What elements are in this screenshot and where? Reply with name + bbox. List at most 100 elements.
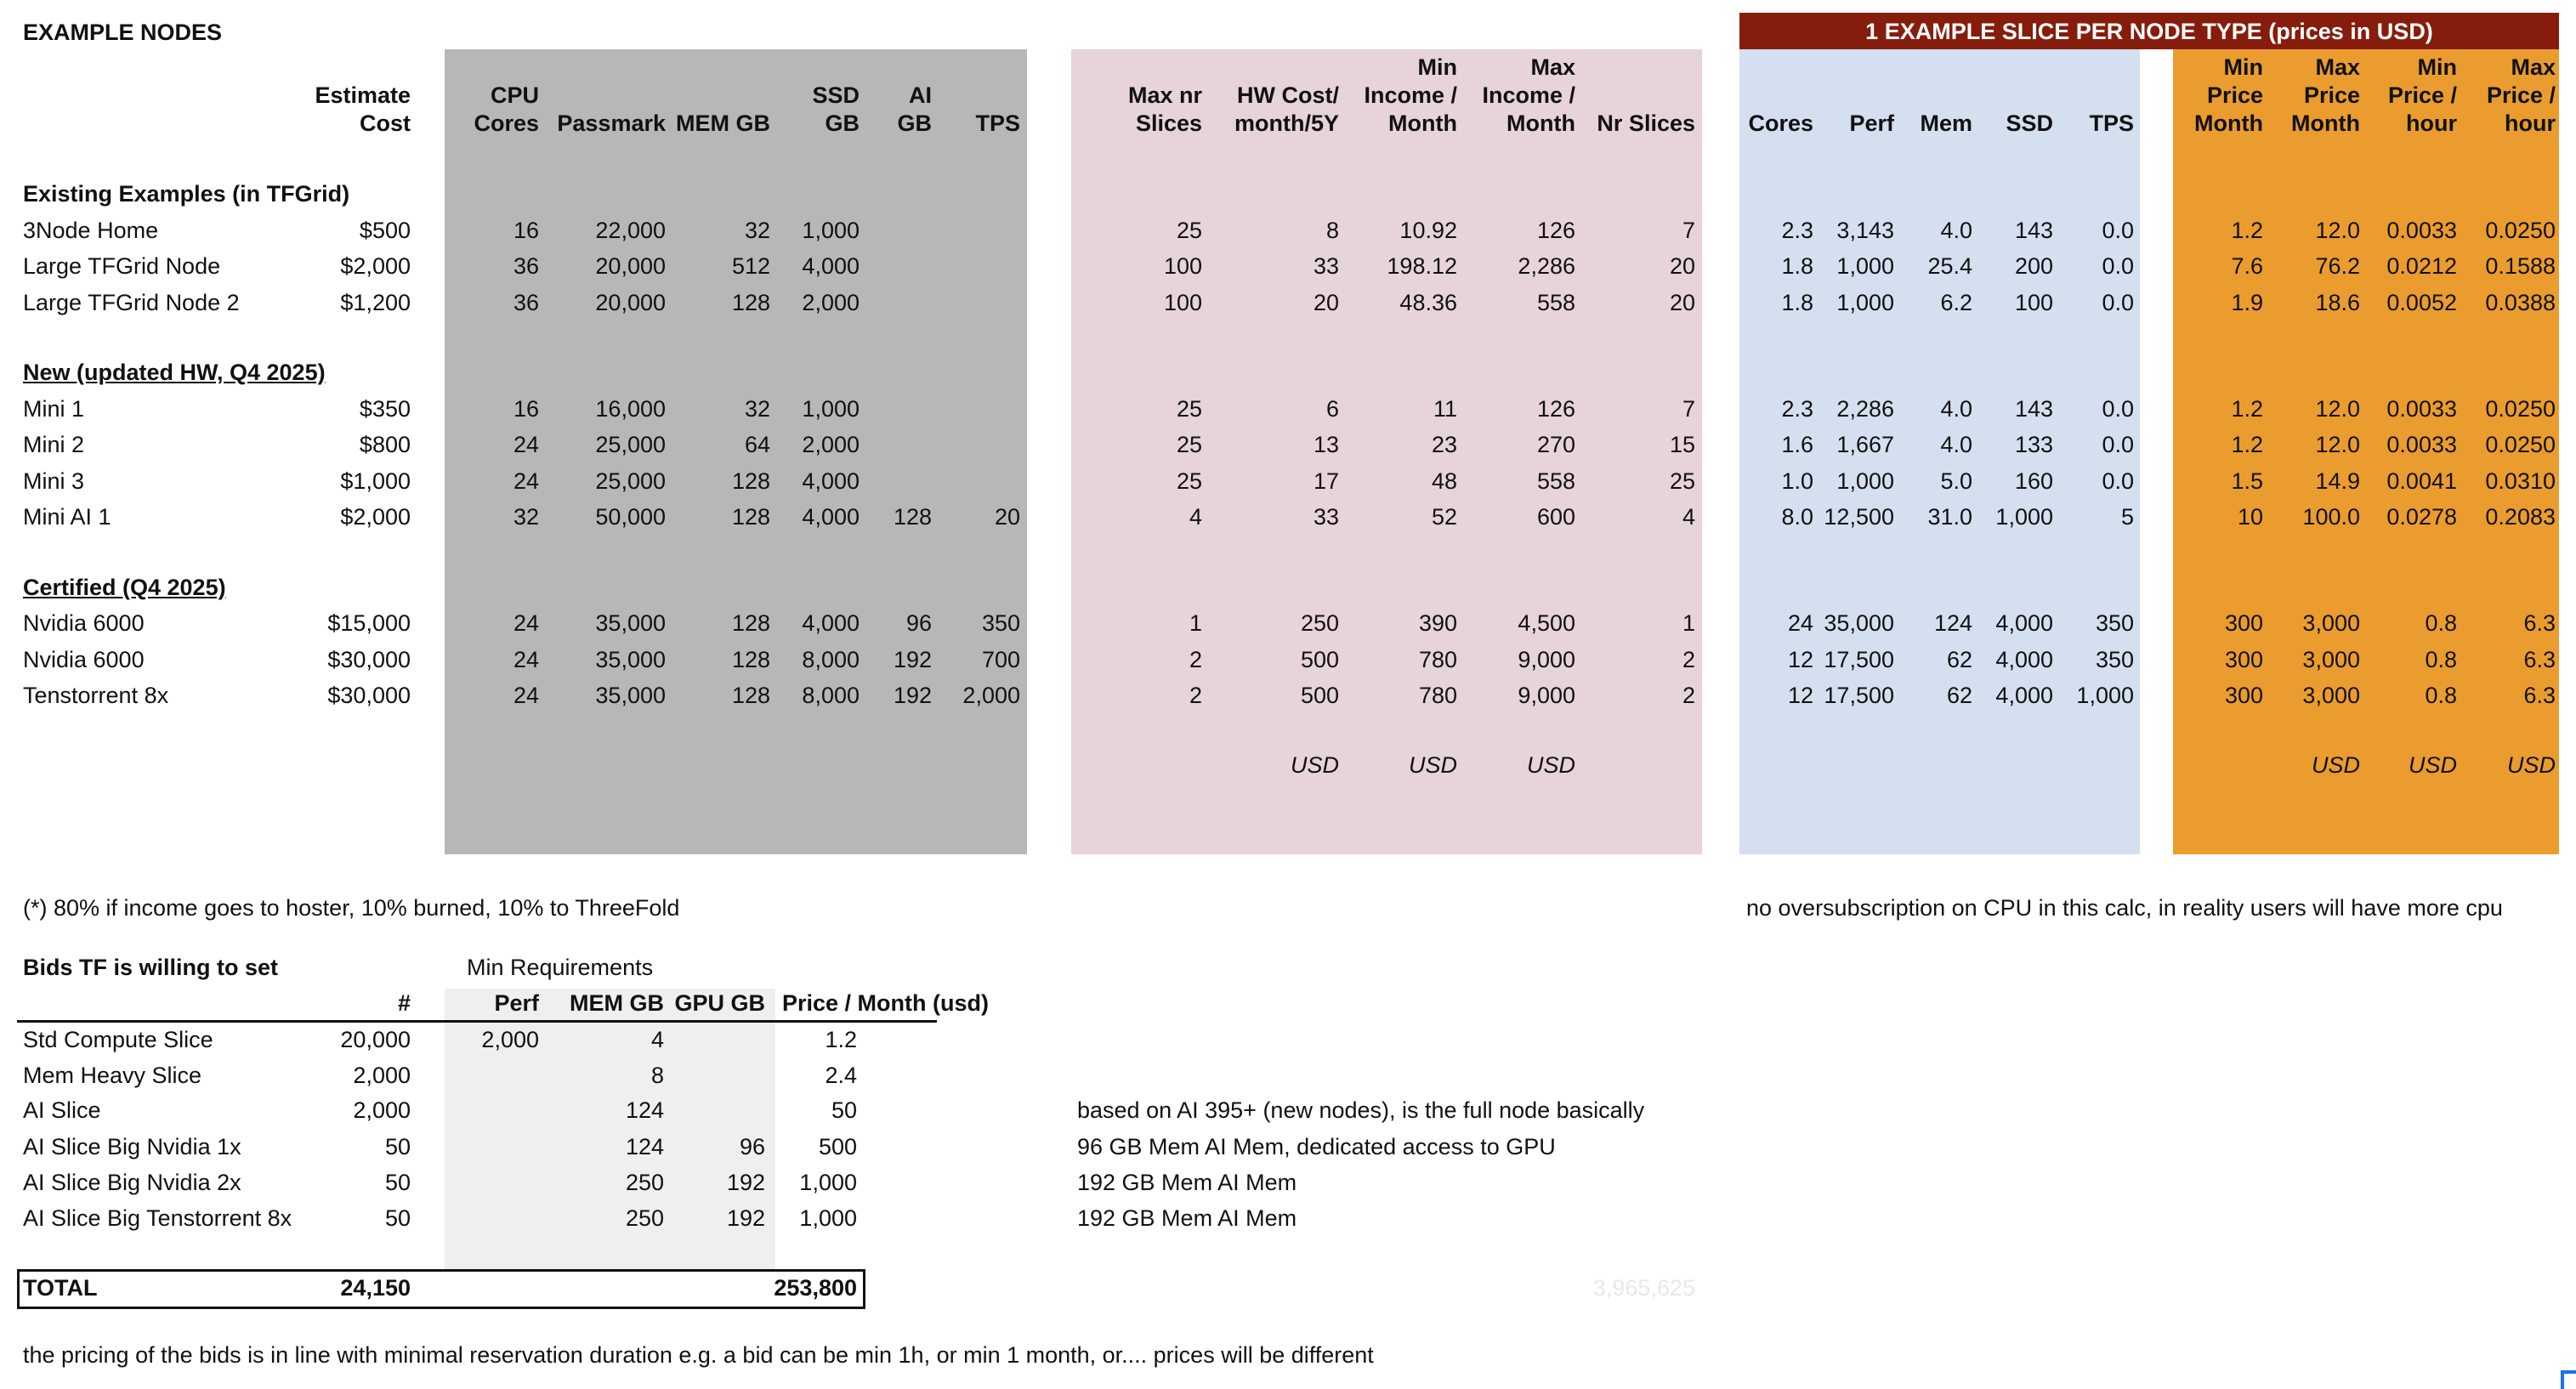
table-cell: 0.2083 — [2485, 504, 2556, 530]
table-cell: 31.0 — [1927, 504, 1972, 530]
table-cell: 143 — [2014, 217, 2053, 243]
column-header: Month — [1388, 111, 1457, 136]
slice-banner-title: 1 EXAMPLE SLICE PER NODE TYPE (prices in… — [1865, 19, 2433, 44]
table-cell: 128 — [731, 683, 770, 708]
table-cell: 4,000 — [1995, 646, 2053, 672]
table-cell: 0.0052 — [2386, 289, 2457, 315]
bids-title: Bids TF is willing to set — [23, 955, 279, 980]
node-name: Nvidia 6000 — [23, 646, 145, 672]
column-header: Price / — [2486, 82, 2556, 108]
bid-name: AI Slice Big Nvidia 1x — [23, 1134, 241, 1159]
column-header: Price — [2206, 82, 2263, 108]
table-cell: 1.2 — [2231, 395, 2263, 422]
table-cell: 12 — [1787, 646, 1813, 672]
table-cell: 35,000 — [595, 646, 666, 672]
table-cell: 6.2 — [1940, 289, 1972, 315]
table-cell: 143 — [2014, 395, 2053, 422]
table-cell: 7 — [1682, 395, 1695, 422]
column-header: Slices — [1135, 111, 1202, 136]
table-cell: 14.9 — [2315, 468, 2360, 494]
table-cell: $1,000 — [340, 468, 411, 494]
bid-name: Mem Heavy Slice — [23, 1063, 202, 1088]
table-cell: 1,000 — [802, 217, 860, 243]
column-header: Cores — [1748, 111, 1813, 136]
section-title: New (updated HW, Q4 2025) — [23, 360, 326, 385]
column-header: Perf — [1849, 111, 1894, 136]
table-cell: $500 — [359, 217, 411, 243]
table-cell: 0.0250 — [2485, 432, 2556, 457]
table-cell: 48.36 — [1399, 289, 1457, 315]
node-name: Nvidia 6000 — [23, 610, 145, 636]
table-cell: 0.0278 — [2386, 504, 2457, 530]
table-cell: 4,000 — [802, 610, 860, 636]
table-cell: 1,000 — [2076, 683, 2134, 708]
table-cell: 11 — [1433, 395, 1457, 422]
bid-cell: 124 — [625, 1134, 664, 1159]
table-cell: 1.8 — [1781, 253, 1813, 279]
node-name: Tenstorrent 8x — [23, 683, 169, 708]
table-cell: 2,286 — [1836, 395, 1894, 422]
table-cell: 12.0 — [2315, 217, 2360, 243]
table-cell: 1 — [1189, 610, 1202, 636]
table-cell: 17,500 — [1824, 646, 1894, 672]
table-cell: 0.0033 — [2386, 395, 2457, 422]
table-cell: 500 — [1300, 683, 1339, 708]
column-header: Price / — [2387, 82, 2457, 108]
bid-cell: 192 — [726, 1205, 765, 1231]
table-cell: 0.0 — [2102, 468, 2134, 494]
table-cell: 100 — [1163, 253, 1202, 279]
bid-cell: 2,000 — [353, 1063, 411, 1088]
total-label: TOTAL — [23, 1275, 98, 1301]
table-cell: 558 — [1536, 289, 1575, 315]
column-header: Cores — [474, 111, 539, 136]
section-title: Certified (Q4 2025) — [23, 574, 226, 600]
table-cell: 3,143 — [1836, 217, 1894, 243]
table-cell: 350 — [2095, 646, 2134, 672]
table-cell: 20 — [1669, 289, 1695, 315]
node-name: Large TFGrid Node 2 — [23, 289, 240, 315]
table-cell: 2 — [1682, 646, 1695, 672]
table-cell: 512 — [731, 253, 770, 279]
bid-cell: 2,000 — [481, 1027, 539, 1052]
table-cell: 2.3 — [1781, 395, 1813, 422]
table-cell: 3,000 — [2302, 610, 2360, 636]
table-cell: 25,000 — [595, 468, 666, 494]
table-cell: 1.0 — [1781, 468, 1813, 494]
table-cell: 2,000 — [802, 289, 860, 315]
unit-label: USD — [2408, 752, 2457, 778]
bid-cell: 250 — [625, 1205, 664, 1231]
table-cell: $800 — [359, 432, 411, 457]
table-cell: 35,000 — [1824, 610, 1894, 636]
bids-header: MEM GB — [570, 990, 664, 1016]
table-cell: 200 — [2014, 253, 2053, 279]
table-cell: 17 — [1313, 468, 1339, 494]
table-cell: 128 — [731, 468, 770, 494]
column-header: CPU — [490, 82, 539, 108]
table-cell: 20 — [1669, 253, 1695, 279]
table-cell: 25 — [1669, 468, 1695, 494]
column-header: Price — [2303, 82, 2360, 108]
cell-selection-handle[interactable] — [2561, 1370, 2576, 1389]
table-cell: 1.8 — [1781, 289, 1813, 315]
table-cell: 36 — [513, 289, 539, 315]
table-cell: 600 — [1536, 504, 1575, 530]
table-cell: 25.4 — [1927, 253, 1972, 279]
table-cell: 12 — [1787, 683, 1813, 708]
table-cell: 24 — [1787, 610, 1813, 636]
table-cell: 96 — [905, 610, 932, 636]
table-cell: 500 — [1300, 646, 1339, 672]
table-cell: 128 — [731, 289, 770, 315]
table-cell: 2.3 — [1781, 217, 1813, 243]
table-cell: 35,000 — [595, 683, 666, 708]
table-cell: 16 — [513, 395, 539, 422]
table-cell: 5.0 — [1940, 468, 1972, 494]
node-name: Mini AI 1 — [23, 504, 111, 530]
table-cell: 8 — [1325, 217, 1339, 243]
table-cell: 24 — [513, 683, 539, 708]
table-cell: 9,000 — [1518, 683, 1575, 708]
table-cell: 4 — [1682, 504, 1695, 530]
table-cell: $2,000 — [340, 253, 411, 279]
table-cell: 0.0388 — [2485, 289, 2556, 315]
table-cell: 2,286 — [1518, 253, 1575, 279]
total-price: 253,800 — [774, 1275, 857, 1301]
